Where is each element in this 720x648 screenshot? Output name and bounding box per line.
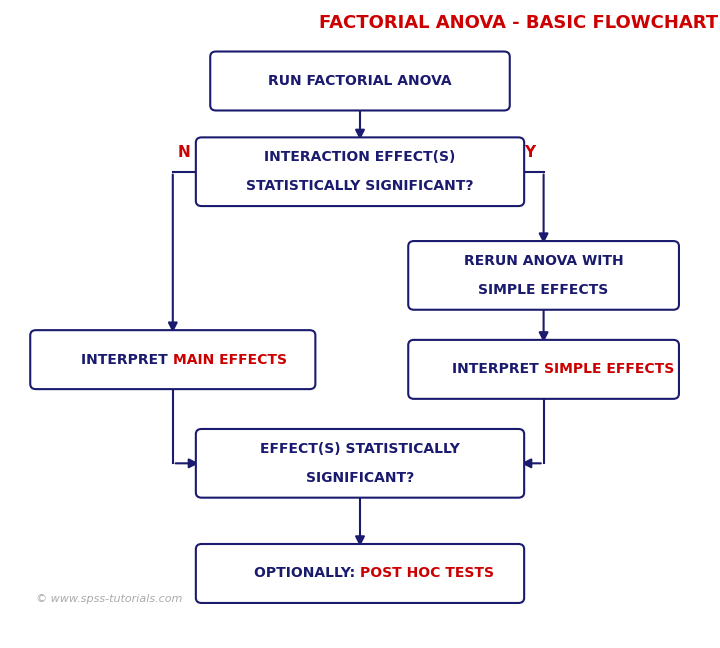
FancyBboxPatch shape: [210, 52, 510, 111]
Text: INTERACTION EFFECT(S): INTERACTION EFFECT(S): [264, 150, 456, 165]
Text: SIGNIFICANT?: SIGNIFICANT?: [306, 470, 414, 485]
FancyBboxPatch shape: [196, 429, 524, 498]
Text: INTERPRET: INTERPRET: [81, 353, 173, 367]
Text: RUN FACTORIAL ANOVA: RUN FACTORIAL ANOVA: [268, 74, 452, 88]
Text: POST HOC TESTS: POST HOC TESTS: [360, 566, 494, 581]
Text: OPTIONALLY:: OPTIONALLY:: [254, 566, 360, 581]
Text: N: N: [177, 145, 190, 160]
Text: STATISTICALLY SIGNIFICANT?: STATISTICALLY SIGNIFICANT?: [246, 179, 474, 193]
Text: EFFECT(S) STATISTICALLY: EFFECT(S) STATISTICALLY: [260, 442, 460, 456]
Text: MAIN EFFECTS: MAIN EFFECTS: [173, 353, 287, 367]
Text: RERUN ANOVA WITH: RERUN ANOVA WITH: [464, 254, 624, 268]
FancyBboxPatch shape: [196, 137, 524, 206]
FancyBboxPatch shape: [30, 330, 315, 389]
Text: SIMPLE EFFECTS: SIMPLE EFFECTS: [479, 283, 608, 297]
Text: © www.spss-tutorials.com: © www.spss-tutorials.com: [36, 594, 182, 605]
Text: Y: Y: [523, 145, 535, 160]
FancyBboxPatch shape: [408, 241, 679, 310]
FancyBboxPatch shape: [196, 544, 524, 603]
Text: FACTORIAL ANOVA - BASIC FLOWCHART: FACTORIAL ANOVA - BASIC FLOWCHART: [319, 14, 718, 32]
Text: INTERPRET: INTERPRET: [452, 362, 544, 376]
FancyBboxPatch shape: [408, 340, 679, 399]
Text: SIMPLE EFFECTS: SIMPLE EFFECTS: [544, 362, 674, 376]
